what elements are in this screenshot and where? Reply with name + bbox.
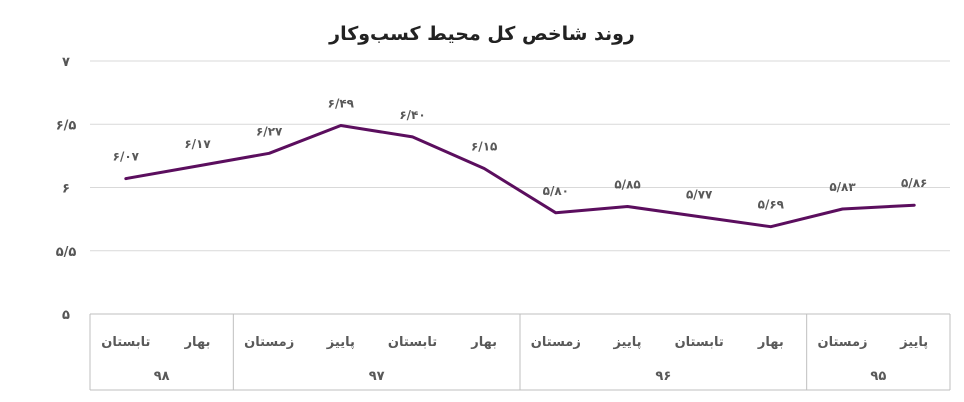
season-label: زمستان	[817, 335, 867, 350]
year-label: ۹۸	[154, 369, 170, 384]
data-label: ۵/۸۵	[614, 177, 640, 191]
y-tick-label: ۷	[62, 55, 70, 70]
year-label: ۹۷	[369, 369, 385, 384]
series-line	[124, 124, 916, 229]
season-label: تابستان	[675, 335, 724, 350]
year-label: ۹۶	[655, 369, 671, 384]
data-label: ۶/۴۹	[328, 97, 355, 111]
season-label: پاییز	[899, 335, 928, 350]
data-label: ۶/۱۵	[471, 140, 497, 154]
season-label: زمستان	[531, 335, 581, 350]
data-label: ۵/۸۰	[543, 184, 569, 198]
season-label: تابستان	[101, 335, 150, 350]
y-tick-label: ۶	[62, 182, 70, 197]
data-label: ۵/۷۷	[686, 188, 713, 202]
season-label: بهار	[184, 335, 211, 350]
y-tick-label: ۵/۵	[56, 245, 77, 260]
season-label: تابستان	[388, 335, 437, 350]
season-label: پاییز	[326, 335, 355, 350]
series-line-layer	[124, 124, 916, 229]
data-label: ۵/۸۳	[829, 180, 856, 194]
y-axis-ticks: ۵ ۵/۵ ۶ ۶/۵ ۷	[56, 55, 77, 323]
data-label: ۶/۴۰	[399, 108, 425, 122]
data-label: ۵/۶۹	[758, 198, 785, 212]
season-label: بهار	[757, 335, 784, 350]
year-label: ۹۵	[870, 369, 886, 384]
data-label: ۶/۰۷	[113, 150, 140, 164]
data-labels: ۵/۸۶ ۵/۸۳ ۵/۶۹ ۵/۷۷ ۵/۸۵ ۵/۸۰ ۶/۱۵ ۶/۴۰ ۶/۴۹ ۶/۲۷…	[113, 97, 928, 212]
chart-title: روند شاخص کل محیط کسب‌وکار	[328, 23, 635, 45]
gridlines	[90, 60, 950, 252]
data-label: ۵/۸۶	[901, 176, 927, 190]
season-label: پاییز	[612, 335, 641, 350]
season-label: بهار	[470, 335, 497, 350]
y-tick-label: ۵	[62, 308, 70, 323]
data-label: ۶/۱۷	[184, 137, 211, 151]
data-label: ۶/۲۷	[256, 124, 283, 138]
x-axis-table: پاییز زمستان بهار تابستان پاییز زمستان بهار تاب…	[89, 313, 951, 391]
y-tick-label: ۶/۵	[56, 118, 77, 133]
season-label: زمستان	[244, 335, 294, 350]
